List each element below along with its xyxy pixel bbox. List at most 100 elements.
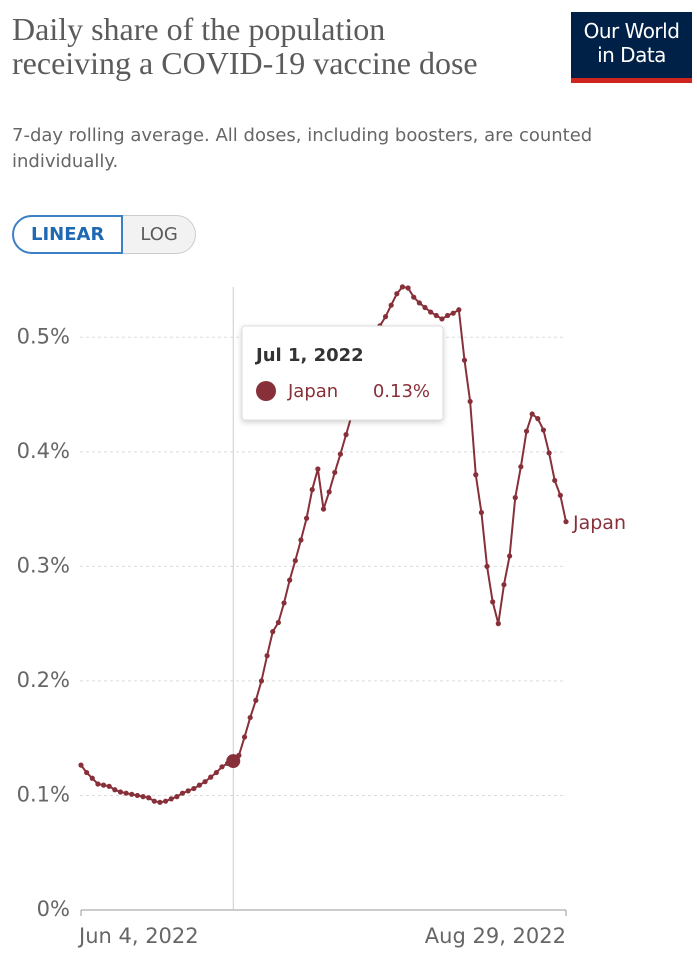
data-point [258, 678, 265, 684]
y-tick-label: 0.1% [17, 782, 70, 806]
data-point [405, 285, 411, 291]
data-point [241, 734, 248, 740]
data-point [281, 600, 287, 606]
tooltip-box [241, 325, 444, 421]
data-point [78, 762, 84, 768]
y-tick-label: 0.4% [17, 439, 70, 463]
data-point [168, 796, 174, 802]
data-point [382, 314, 389, 320]
data-point [275, 619, 281, 626]
data-point [151, 798, 157, 804]
logo[interactable]: Our World in Data [571, 12, 692, 83]
data-point [473, 472, 479, 478]
y-tick-label: 0.3% [17, 553, 70, 577]
data-point [185, 788, 191, 794]
data-point [309, 487, 315, 493]
data-point [123, 790, 129, 796]
data-point [146, 795, 152, 801]
data-point [202, 779, 208, 785]
data-point [388, 302, 394, 308]
data-point [162, 798, 169, 804]
data-point [433, 312, 439, 319]
data-point [501, 582, 507, 588]
data-point [140, 794, 146, 800]
data-point [89, 775, 95, 781]
data-point [219, 764, 225, 770]
data-point [84, 769, 90, 776]
highlight-point [226, 754, 241, 769]
data-point [422, 304, 428, 311]
data-point [247, 714, 253, 721]
data-point [270, 629, 276, 635]
data-point [332, 469, 338, 476]
data-point [490, 599, 496, 605]
data-point [552, 477, 558, 484]
data-point [428, 309, 434, 315]
logo-line: in Data [597, 43, 666, 67]
data-point [394, 291, 400, 297]
x-tick-label: Jun 4, 2022 [77, 924, 199, 948]
linear-button[interactable]: LINEAR [12, 215, 124, 254]
title: Daily share of the population receiving … [12, 11, 478, 81]
data-point [512, 495, 518, 501]
data-point [444, 312, 451, 319]
data-point [100, 782, 107, 788]
data-point [529, 411, 535, 417]
data-point [287, 577, 293, 583]
data-point [129, 791, 135, 797]
data-point [416, 300, 422, 306]
data-point [191, 785, 197, 792]
data-point [399, 284, 406, 290]
data-point [557, 492, 563, 498]
tooltip-swatch [256, 381, 276, 401]
data-point [315, 466, 321, 472]
data-point [213, 769, 219, 776]
y-tick-label: 0% [37, 897, 70, 921]
data-point [320, 506, 327, 512]
data-point [456, 307, 462, 313]
data-point [112, 787, 118, 793]
data-point [253, 697, 259, 703]
data-point [439, 316, 445, 322]
data-point [411, 294, 417, 300]
data-point [467, 398, 473, 405]
data-point [546, 450, 552, 456]
y-tick-label: 0.5% [17, 324, 70, 348]
data-point [326, 489, 332, 495]
y-tick-label: 0.2% [17, 668, 70, 692]
data-point [106, 783, 112, 789]
data-point [298, 537, 304, 543]
series-label: Japan [572, 512, 626, 534]
data-point [179, 790, 186, 796]
data-point [484, 563, 490, 569]
data-point [450, 310, 456, 316]
tooltip-date: Jul 1, 2022 [254, 345, 364, 366]
subtitle: 7-day rolling average. All doses, includ… [12, 125, 593, 172]
data-point [303, 515, 310, 521]
data-point [540, 427, 547, 433]
data-point [461, 357, 468, 363]
data-point [174, 794, 180, 800]
data-point [343, 432, 349, 438]
data-point [535, 416, 541, 422]
data-point [523, 428, 530, 434]
data-point [495, 621, 501, 627]
data-point [478, 509, 485, 516]
data-point [117, 789, 124, 795]
log-button[interactable]: LOG [123, 215, 196, 254]
data-point [157, 799, 163, 805]
scale-toggle: LINEAR LOG [12, 215, 196, 254]
data-point [292, 558, 298, 564]
data-point [134, 792, 140, 799]
data-point [563, 519, 569, 525]
data-point [337, 451, 344, 457]
data-point [507, 553, 513, 559]
data-point [196, 782, 203, 788]
tooltip: Jul 1, 2022 Japan 0.13% [241, 325, 444, 421]
data-point [518, 464, 524, 470]
data-point [208, 774, 214, 780]
logo-line: Our World [583, 19, 680, 43]
data-point [264, 653, 270, 659]
